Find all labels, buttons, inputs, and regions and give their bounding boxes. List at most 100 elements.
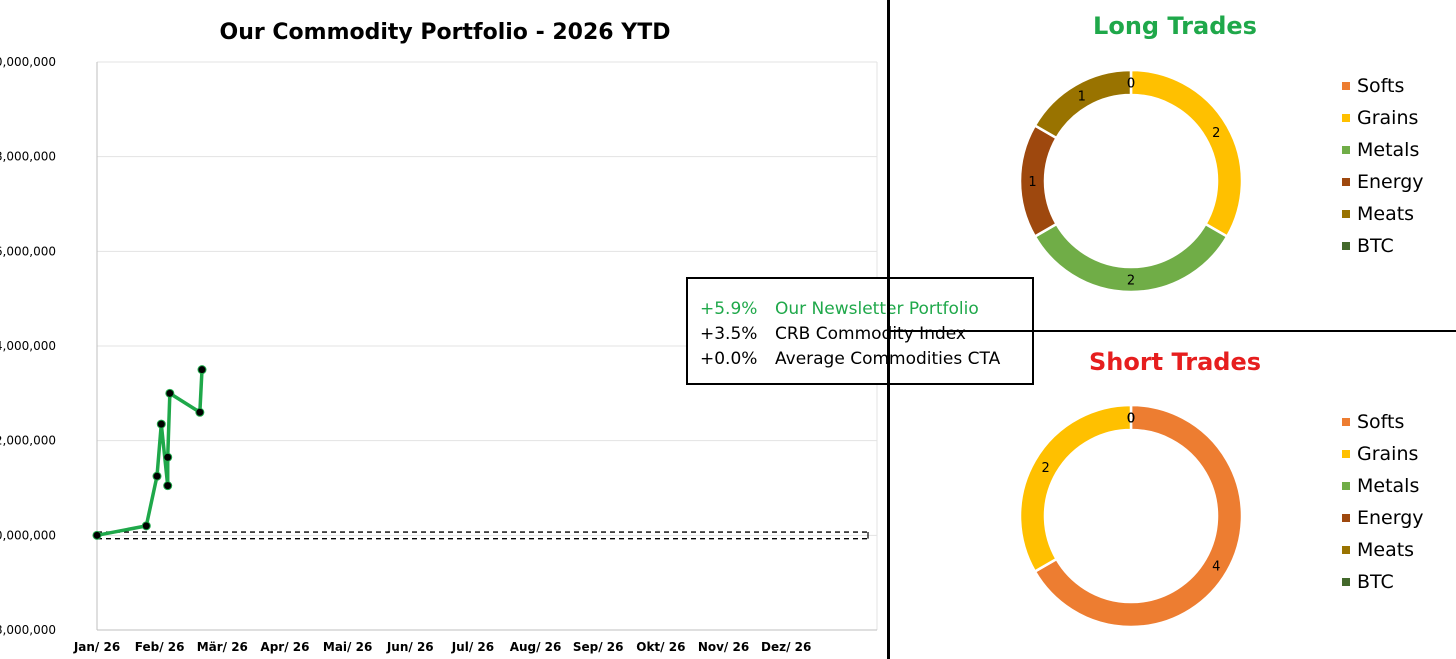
x-tick-label: Mär/ 26 <box>197 640 248 654</box>
donut-value-label: 0 <box>1127 412 1135 427</box>
data-point <box>197 365 207 375</box>
legend-item: Meats <box>1342 198 1424 230</box>
long-trades-title: Long Trades <box>1093 12 1257 40</box>
x-tick-label: Jun/ 26 <box>386 640 434 654</box>
donut-value-label: 0 <box>1127 412 1135 427</box>
data-point <box>152 471 162 481</box>
x-tick-label: Jul/ 26 <box>451 640 494 654</box>
legend-swatch <box>1342 514 1350 522</box>
data-point <box>141 521 151 531</box>
donut-value-label: 0 <box>1127 77 1135 92</box>
donut-slice <box>1033 403 1244 629</box>
line-chart-svg: 68,000,000 70,000,000 72,000,000 74,000,000… <box>0 55 878 654</box>
donut-value-label: 0 <box>1127 77 1135 92</box>
y-tick-label: 76,000,000 <box>0 244 56 258</box>
legend-label: Energy <box>1357 171 1424 193</box>
x-tick-label: Feb/ 26 <box>135 640 185 654</box>
donut-value-label: 4 <box>1212 559 1220 574</box>
donut-value-label: 2 <box>1127 274 1135 289</box>
x-tick-label: Aug/ 26 <box>510 640 562 654</box>
legend-swatch <box>1342 114 1350 122</box>
legend-label: CRB Commodity Index <box>775 324 966 344</box>
y-tick-label: 72,000,000 <box>0 434 56 448</box>
data-point <box>156 419 166 429</box>
portfolio-line-chart: Our Commodity Portfolio - 2026 YTD 68,00… <box>0 20 1034 654</box>
legend-label: Metals <box>1357 475 1420 497</box>
performance-legend-box: +5.9% Our Newsletter Portfolio +3.5% CRB… <box>686 277 1034 385</box>
donut-slice <box>1018 403 1133 574</box>
legend-swatch <box>1342 418 1350 426</box>
x-tick-label: Apr/ 26 <box>260 640 309 654</box>
legend-pct: +3.5% <box>700 324 758 344</box>
donut-value-label: 2 <box>1212 126 1220 141</box>
legend-label: Metals <box>1357 139 1420 161</box>
legend-label: Our Newsletter Portfolio <box>775 299 979 319</box>
legend-item: Energy <box>1342 166 1424 198</box>
legend-item: Metals <box>1342 134 1424 166</box>
legend-swatch <box>1342 210 1350 218</box>
legend-label: Meats <box>1357 203 1415 225</box>
legend-label: BTC <box>1357 571 1394 593</box>
legend-item: Grains <box>1342 438 1424 470</box>
legend-swatch <box>1342 146 1350 154</box>
donut-value-label: 1 <box>1078 90 1086 105</box>
donut-value-label: 1 <box>1028 175 1036 190</box>
x-tick-label: Dez/ 26 <box>761 640 811 654</box>
legend-item: Softs <box>1342 70 1424 102</box>
data-point <box>163 452 173 462</box>
legend-row-crb: +3.5% CRB Commodity Index <box>700 322 1032 347</box>
x-tick-label: Nov/ 26 <box>698 640 749 654</box>
x-tick-label: Mai/ 26 <box>323 640 372 654</box>
legend-row-portfolio: +5.9% Our Newsletter Portfolio <box>700 297 1032 322</box>
legend-item: BTC <box>1342 230 1424 262</box>
y-tick-label: 74,000,000 <box>0 339 56 353</box>
legend-item: BTC <box>1342 566 1424 598</box>
y-tick-label: 70,000,000 <box>0 528 56 542</box>
data-point <box>195 407 205 417</box>
data-point <box>163 481 173 491</box>
legend-swatch <box>1342 178 1350 186</box>
legend-item: Metals <box>1342 470 1424 502</box>
y-tick-label: 68,000,000 <box>0 623 56 637</box>
legend-label: Meats <box>1357 539 1415 561</box>
legend-label: Softs <box>1357 411 1405 433</box>
legend-swatch <box>1342 242 1350 250</box>
legend-label: BTC <box>1357 235 1394 257</box>
legend-swatch <box>1342 546 1350 554</box>
legend-swatch <box>1342 482 1350 490</box>
legend-label: Grains <box>1357 107 1419 129</box>
legend-swatch <box>1342 82 1350 90</box>
donut-slice <box>1129 68 1244 239</box>
chart-title: Our Commodity Portfolio - 2026 YTD <box>219 20 671 45</box>
legend-item: Softs <box>1342 406 1424 438</box>
donut-slice <box>1033 68 1133 140</box>
horizontal-divider <box>889 330 1456 332</box>
legend-item: Grains <box>1342 102 1424 134</box>
legend-swatch <box>1342 450 1350 458</box>
x-tick-label: Jan/ 26 <box>73 640 120 654</box>
series-line <box>96 369 204 538</box>
y-tick-label: 80,000,000 <box>0 55 56 69</box>
long-trades-legend: Softs Grains Metals Energy Meats BTC <box>1342 70 1424 262</box>
donut-value-label: 0 <box>1127 412 1135 427</box>
x-tick-label: Okt/ 26 <box>636 640 685 654</box>
legend-item: Energy <box>1342 502 1424 534</box>
legend-pct: +5.9% <box>700 299 758 319</box>
data-point <box>165 388 175 398</box>
x-tick-label: Sep/ 26 <box>573 640 624 654</box>
data-point <box>92 530 102 540</box>
legend-swatch <box>1342 578 1350 586</box>
donut-value-label: 0 <box>1127 412 1135 427</box>
donut-slice <box>1018 123 1059 239</box>
short-trades-title: Short Trades <box>1088 348 1262 376</box>
short-trades-legend: Softs Grains Metals Energy Meats BTC <box>1342 406 1424 598</box>
legend-label: Energy <box>1357 507 1424 529</box>
y-tick-label: 78,000,000 <box>0 150 56 164</box>
legend-pct: +0.0% <box>700 349 758 369</box>
legend-label: Softs <box>1357 75 1405 97</box>
legend-label: Grains <box>1357 443 1419 465</box>
vertical-divider <box>887 0 890 659</box>
legend-item: Meats <box>1342 534 1424 566</box>
